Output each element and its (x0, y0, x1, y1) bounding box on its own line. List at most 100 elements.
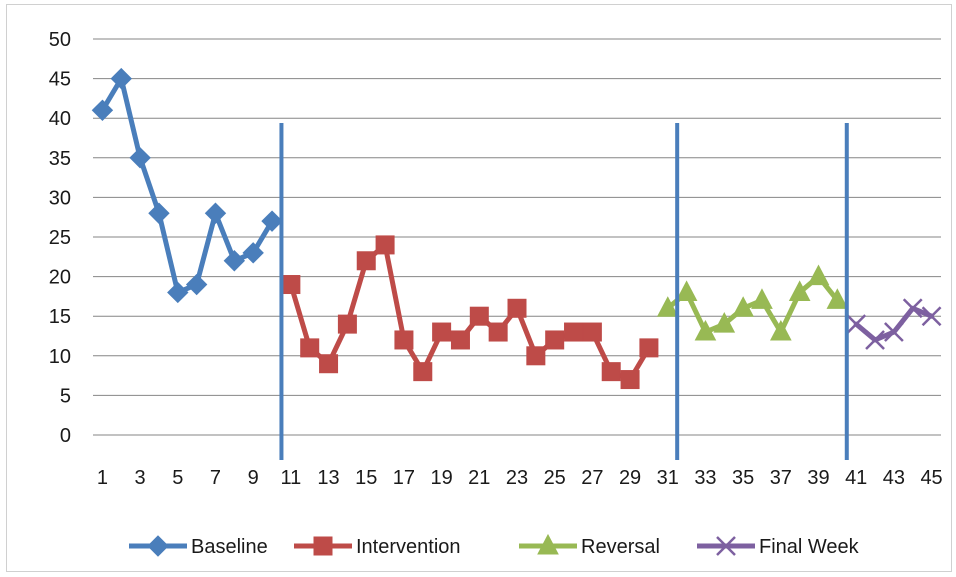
legend-item-intervention: Intervention (294, 536, 461, 558)
data-point (242, 242, 264, 264)
legend-swatch-marker (313, 536, 333, 556)
data-point (148, 202, 170, 224)
data-point (807, 264, 830, 286)
marker-stroke (902, 298, 923, 319)
y-axis-tick-labels: 0 5 10 15 20 25 30 35 40 45 50 (49, 29, 71, 447)
legend-label: Final Week (759, 536, 860, 558)
x-tick-label: 39 (807, 467, 829, 489)
legend-swatch-marker (147, 535, 169, 557)
data-point (713, 312, 736, 333)
series-baseline (91, 67, 283, 304)
data-point (223, 250, 246, 272)
grid-lines (93, 38, 941, 396)
data-point (826, 288, 849, 309)
x-tick-label: 33 (694, 467, 716, 489)
marker-stroke (846, 314, 867, 335)
x-tick-label: 17 (393, 467, 415, 489)
x-tick-label: 11 (280, 467, 301, 489)
legend-label: Baseline (191, 536, 268, 558)
legend-label: Intervention (356, 536, 461, 558)
data-point (110, 67, 132, 90)
x-tick-label: 43 (883, 467, 905, 489)
y-tick-label: 40 (49, 108, 71, 130)
data-point (394, 330, 414, 350)
data-point (185, 273, 208, 296)
series-reversal (656, 264, 849, 341)
legend: Baseline Intervention Reversal Final Week (129, 533, 860, 558)
data-point (769, 319, 792, 341)
data-point (319, 354, 339, 374)
data-point (582, 322, 602, 342)
data-point (675, 280, 698, 301)
data-point (488, 322, 508, 342)
data-point (564, 322, 584, 342)
data-point (788, 280, 811, 301)
data-point (450, 330, 470, 350)
y-tick-label: 35 (49, 148, 71, 170)
data-point (620, 370, 640, 390)
x-tick-label: 5 (172, 467, 183, 489)
data-point (469, 306, 489, 326)
y-tick-label: 5 (60, 385, 71, 407)
marker-stroke (716, 536, 736, 556)
data-point (601, 362, 621, 382)
data-point (656, 296, 679, 317)
series-line (99, 76, 275, 295)
y-tick-label: 50 (49, 29, 71, 51)
marker-stroke (865, 330, 885, 350)
data-point (432, 322, 452, 342)
x-tick-label: 31 (657, 467, 679, 489)
legend-item-final-week: Final Week (697, 536, 860, 558)
x-tick-label: 7 (210, 467, 221, 489)
marker-stroke (921, 306, 942, 327)
x-tick-label: 37 (770, 467, 792, 489)
data-point (337, 314, 357, 334)
data-point (639, 338, 659, 358)
data-point (204, 202, 227, 224)
data-point (846, 314, 867, 335)
data-point (865, 330, 885, 350)
y-tick-label: 10 (49, 346, 71, 368)
x-tick-label: 9 (248, 467, 259, 489)
x-tick-label: 3 (135, 467, 146, 489)
data-point (281, 275, 301, 295)
data-point (732, 296, 754, 317)
x-tick-label: 29 (619, 467, 641, 489)
y-tick-label: 0 (60, 425, 71, 447)
data-point (545, 330, 565, 350)
data-point (694, 319, 717, 341)
data-point (413, 362, 433, 382)
series-group (91, 67, 942, 390)
data-point (91, 99, 114, 121)
x-tick-label: 25 (544, 467, 566, 489)
data-point (129, 147, 151, 169)
data-point (751, 288, 773, 309)
data-point (921, 306, 942, 327)
legend-swatch-marker (537, 533, 559, 555)
phase-change-lines (279, 123, 849, 460)
x-tick-label: 23 (506, 467, 528, 489)
legend-swatch-marker (716, 536, 736, 556)
series-final-week (846, 298, 942, 350)
x-tick-label: 45 (920, 467, 942, 489)
y-tick-label: 45 (49, 69, 71, 91)
x-tick-label: 13 (317, 467, 339, 489)
data-point (526, 346, 546, 366)
x-tick-label: 41 (845, 467, 867, 489)
series-intervention (281, 235, 659, 390)
legend-label: Reversal (581, 536, 660, 558)
y-tick-label: 15 (49, 306, 71, 328)
data-point (167, 281, 189, 304)
data-point (300, 338, 320, 358)
data-point (375, 235, 395, 255)
x-tick-label: 19 (430, 467, 452, 489)
x-tick-label: 21 (468, 467, 490, 489)
data-point (902, 298, 923, 319)
y-tick-label: 20 (49, 267, 71, 289)
legend-item-reversal: Reversal (519, 533, 660, 558)
y-tick-label: 30 (49, 187, 71, 209)
chart-frame: 0 5 10 15 20 25 30 35 40 45 50 1 3 5 7 9 11 13 15 17 19 21 23… (6, 4, 952, 572)
legend-item-baseline: Baseline (129, 535, 268, 558)
marker-stroke (884, 322, 904, 342)
